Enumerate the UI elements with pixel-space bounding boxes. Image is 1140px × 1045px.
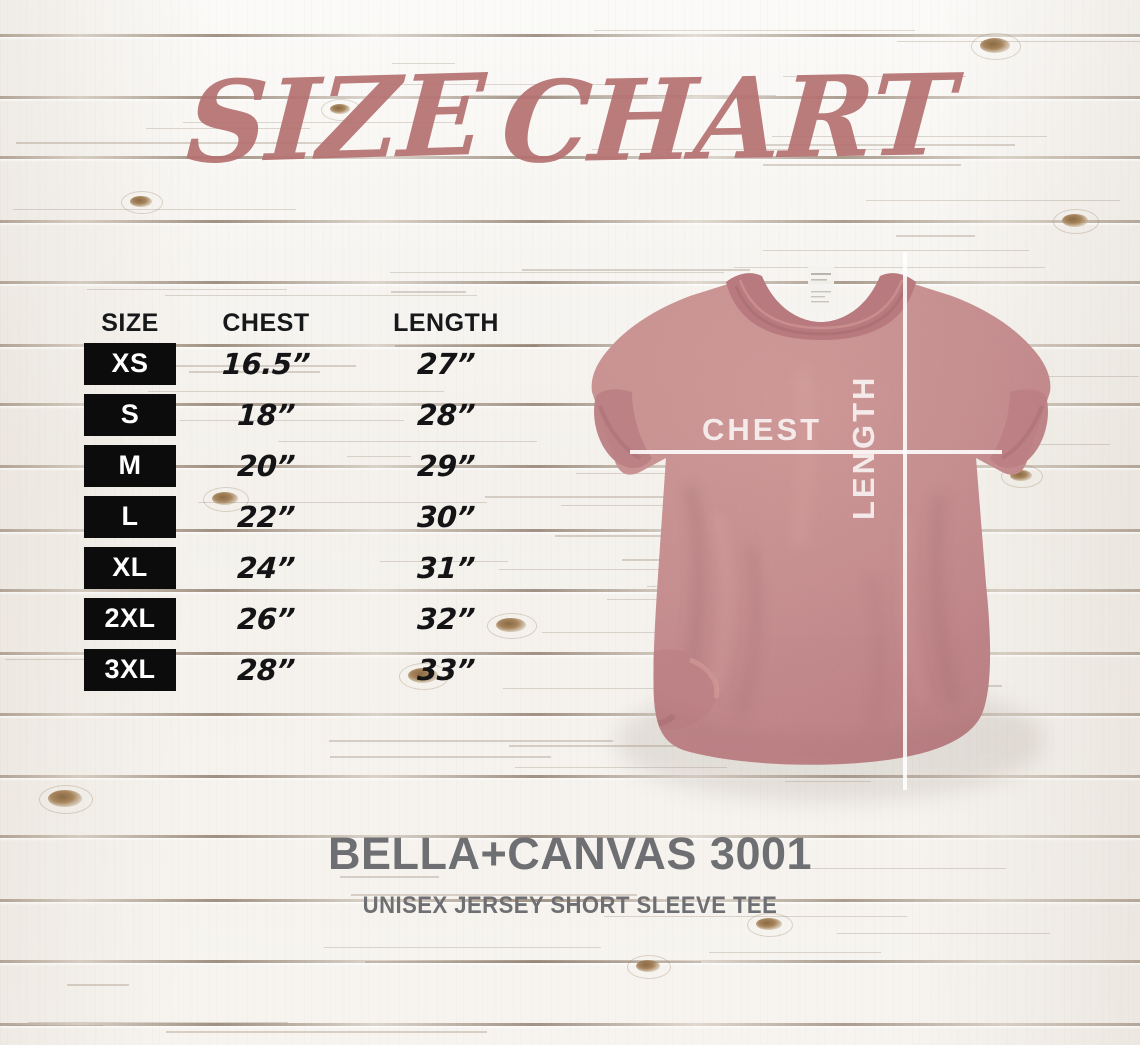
size-badge-label: 3XL (104, 656, 155, 683)
table-row: L 22” 30” (84, 491, 554, 542)
table-body: XS 16.5” 27” S 18” 28” M 20” 29” L 22” 30” XL 24” 31” 2… (84, 338, 554, 695)
wood-knot-ring (39, 785, 93, 814)
tshirt-product-image (540, 246, 1100, 806)
size-badge: M (84, 445, 176, 487)
wood-grain-streak (766, 144, 1015, 146)
chest-value: 24” (175, 551, 357, 585)
table-row: XS 16.5” 27” (84, 338, 554, 389)
length-value: 31” (355, 551, 537, 585)
wood-grain-streak (594, 30, 915, 31)
wood-grain-streak (166, 1031, 487, 1033)
size-badge-label: 2XL (104, 605, 155, 632)
plank-seam (0, 1023, 1140, 1026)
wood-grain-streak (392, 63, 455, 64)
wood-grain-streak (897, 41, 1140, 42)
table-row: S 18” 28” (84, 389, 554, 440)
chest-value: 20” (175, 449, 357, 483)
column-header-size: SIZE (84, 309, 176, 338)
size-badge-label: M (119, 452, 142, 479)
size-badge: 2XL (84, 598, 176, 640)
chest-value: 16.5” (175, 347, 357, 381)
chest-value: 26” (175, 602, 357, 636)
wood-knot-ring (971, 33, 1021, 60)
wood-grain-streak (183, 122, 462, 123)
brand-name: BELLA+CANVAS 3001 (0, 828, 1140, 880)
size-badge-label: L (122, 503, 139, 530)
chest-value: 18” (175, 398, 357, 432)
length-value: 28” (355, 398, 537, 432)
table-header-row: SIZE CHEST LENGTH (84, 304, 554, 338)
wood-knot-ring (627, 955, 671, 979)
size-badge: L (84, 496, 176, 538)
chest-value: 22” (175, 500, 357, 534)
wood-grain-streak (583, 95, 776, 96)
wood-grain-streak (87, 289, 287, 290)
wood-grain-streak (772, 136, 1047, 137)
length-value: 30” (355, 500, 537, 534)
wood-grain-streak (391, 291, 466, 293)
column-header-length: LENGTH (356, 309, 536, 338)
table-row: XL 24” 31” (84, 542, 554, 593)
wood-grain-streak (837, 933, 1050, 934)
plank-seam (0, 220, 1140, 223)
size-badge: XS (84, 343, 176, 385)
wood-grain-streak (9, 1025, 103, 1026)
table-row: 3XL 28” 33” (84, 644, 554, 695)
wood-grain-streak (28, 1022, 288, 1023)
table-row: M 20” 29” (84, 440, 554, 491)
wood-grain-streak (16, 142, 332, 144)
size-chart-table: SIZE CHEST LENGTH XS 16.5” 27” S 18” 28” M 20” 2… (84, 304, 554, 695)
wood-grain-streak (896, 235, 975, 237)
size-badge-label: XL (112, 554, 148, 581)
wood-knot-ring (1053, 209, 1099, 234)
wood-knot-ring (321, 99, 361, 121)
size-badge-label: XS (111, 350, 148, 377)
product-tagline: UNISEX JERSEY SHORT SLEEVE TEE (46, 892, 1095, 920)
length-value: 29” (355, 449, 537, 483)
wood-grain-streak (365, 961, 701, 963)
wood-grain-streak (783, 76, 966, 77)
column-header-chest: CHEST (176, 309, 356, 338)
table-row: 2XL 26” 32” (84, 593, 554, 644)
wood-grain-streak (709, 952, 881, 953)
size-badge: 3XL (84, 649, 176, 691)
wood-grain-streak (763, 164, 961, 166)
wood-grain-streak (165, 295, 477, 296)
wood-grain-streak (146, 128, 310, 129)
wood-grain-streak (330, 756, 551, 758)
length-value: 32” (355, 602, 537, 636)
plank-seam (0, 156, 1140, 159)
length-value: 27” (355, 347, 537, 381)
wood-grain-streak (324, 947, 601, 948)
wood-grain-streak (866, 200, 1120, 201)
wood-grain-streak (378, 84, 622, 85)
plank-seam (0, 96, 1140, 99)
size-badge: XL (84, 547, 176, 589)
chest-value: 28” (175, 653, 357, 687)
wood-grain-streak (13, 209, 296, 210)
size-badge: S (84, 394, 176, 436)
wood-grain-streak (67, 984, 129, 986)
size-badge-label: S (121, 401, 140, 428)
wood-knot-ring (121, 191, 163, 214)
wood-grain-streak (592, 149, 920, 150)
plank-seam (0, 34, 1140, 37)
length-value: 33” (355, 653, 537, 687)
